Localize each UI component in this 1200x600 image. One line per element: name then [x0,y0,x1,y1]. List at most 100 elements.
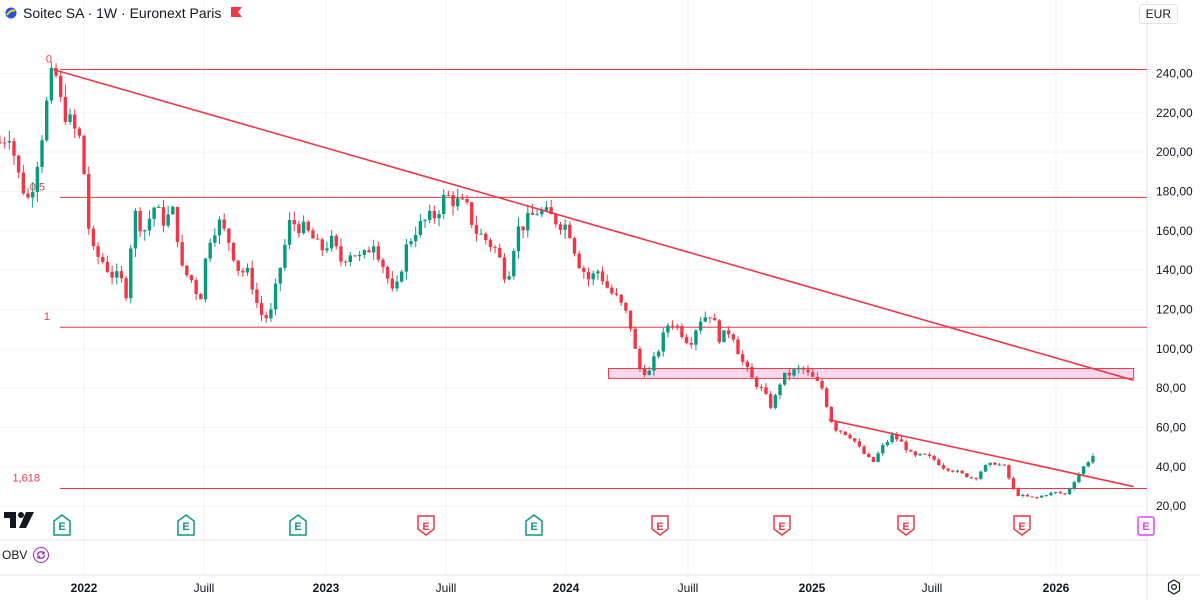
earnings-event-marker[interactable]: E [53,514,71,536]
fibonacci-levels[interactable]: 00,511,618 [12,53,1147,490]
support-zone[interactable] [608,368,1135,379]
fib-level-label: 1 [44,311,50,323]
candle-body [568,224,572,239]
candle-body [703,317,707,322]
candle-body [521,226,525,231]
candle-body [726,330,731,335]
candle-body [96,246,100,257]
earnings-event-marker[interactable]: E [177,514,195,536]
candle-body [231,242,236,261]
support-zone-rect[interactable] [608,368,1135,379]
candle-body [680,326,684,337]
candle-body [451,195,455,207]
candle-body [68,114,72,122]
earnings-badge-shape [1013,515,1031,536]
candle-body [339,246,343,262]
candle-body [558,224,563,230]
candle-body [45,100,49,141]
candle-body [997,464,1002,466]
candle-body [969,477,974,479]
candle-body [740,354,745,362]
candle-body [1035,497,1039,499]
candle-body [91,228,96,247]
candle-body [147,218,152,231]
candle-body [404,244,409,272]
fib-level-label: 1,618 [12,473,40,485]
candle-body [283,244,287,268]
candle-body [7,141,12,143]
candle-body [16,155,21,173]
earnings-badge-label: E [58,521,65,533]
time-axis[interactable]: 2022 Juill 2023 Juill 2024 Juill 2025 Juill 2026 [0,575,1145,600]
time-axis-label: Juill [921,581,943,595]
earnings-event-marker[interactable]: E [1137,516,1155,536]
candle-body [890,434,894,443]
candle-body [334,235,338,247]
candle-body [857,441,862,447]
candle-body [133,210,138,249]
tradingview-logo-icon[interactable] [4,510,38,530]
trendlines[interactable] [53,68,1134,488]
candle-body [717,320,721,343]
candle-body [628,310,633,329]
price-tick-label: 20,00 [1156,499,1186,513]
candle-body [488,240,493,248]
candle-body [161,207,166,226]
earnings-event-marker[interactable]: E [525,514,543,536]
candle-body [498,248,502,258]
earnings-badge-shape [525,514,543,536]
price-tick-label: 180,00 [1156,184,1193,198]
candle-body [26,193,30,198]
candle-body [698,321,703,331]
candle-body [189,275,194,281]
candle-body [138,210,142,232]
currency-button[interactable]: EUR [1138,4,1178,24]
time-axis-label: 2026 [1042,581,1070,595]
earnings-event-marker[interactable]: E [651,515,669,536]
candle-body [899,439,904,442]
refresh-icon[interactable] [33,547,50,563]
settings-gear-icon[interactable] [1166,579,1182,595]
obv-indicator-legend[interactable]: OBV [0,540,50,570]
earnings-event-marker[interactable]: E [897,515,915,536]
earnings-event-marker[interactable]: E [289,514,307,536]
candle-body [782,372,787,385]
price-tick-label: 120,00 [1156,302,1193,316]
candle-body [731,334,736,340]
candle-body [1091,456,1095,463]
candle-body [666,325,670,333]
earnings-badge-label: E [1018,521,1025,533]
time-axis-label: 2023 [312,581,340,595]
candle-body [708,317,712,319]
flag-icon[interactable] [229,6,243,20]
trendline[interactable] [53,68,1134,382]
candle-body [245,267,250,273]
earnings-event-marker[interactable]: E [417,515,435,536]
candle-body [241,270,245,273]
candle-body [670,325,675,327]
candle-body [82,135,86,175]
trendline[interactable] [828,418,1134,488]
earnings-badge-label: E [530,521,537,533]
earnings-badge-shape [1137,516,1155,536]
earnings-event-marker[interactable]: E [773,515,791,536]
candle-body [773,395,778,408]
candle-body [194,280,198,295]
candle-body [507,276,511,280]
candle-body [1072,482,1076,489]
candle-body [642,369,647,375]
candle-body [287,220,292,245]
candle-body [59,75,63,97]
earnings-event-marker[interactable]: E [1013,515,1031,536]
candle-body [572,238,577,254]
candle-body [152,207,156,219]
symbol-title[interactable]: Soitec SA · 1W · Euronext Paris [23,5,222,21]
earnings-badge-shape [651,515,669,536]
price-axis[interactable]: 240,00 220,00 200,00 180,00 160,00 140,00 120,… [1156,66,1193,513]
candle-body [343,261,348,263]
candle-body [750,367,754,378]
earnings-badge-shape [53,514,71,536]
candle-body [203,258,208,300]
candle-body [409,241,413,245]
